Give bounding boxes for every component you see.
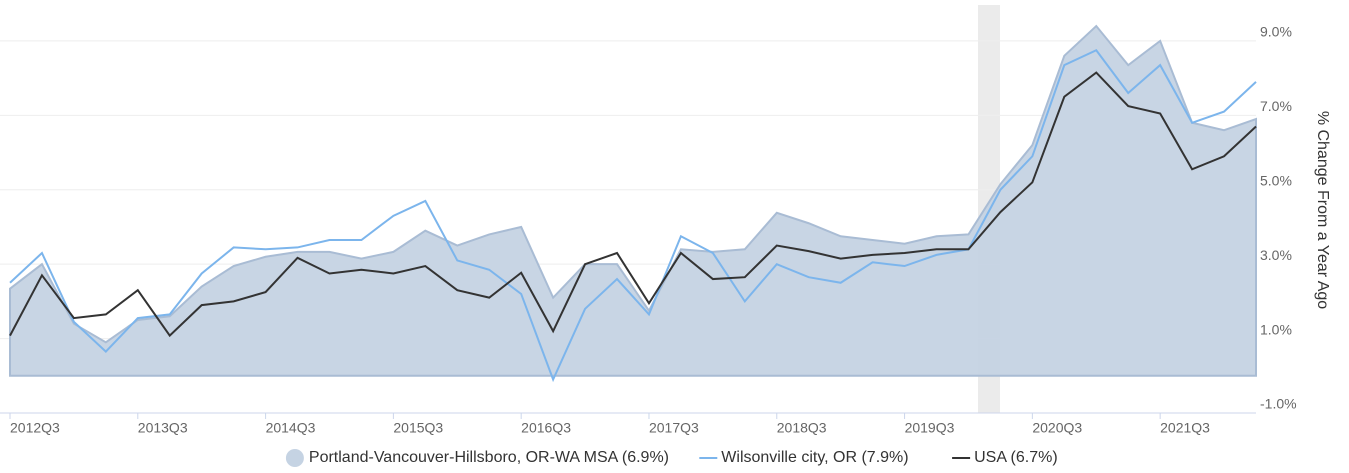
x-tick-label: 2017Q3 [649, 420, 699, 436]
x-tick-label: 2016Q3 [521, 420, 571, 436]
line [9, 48, 1257, 383]
y-tick-label: 7.0% [1260, 98, 1292, 114]
x-tick-label: 2012Q3 [10, 420, 60, 436]
x-tick-label: 2019Q3 [905, 420, 955, 436]
y-axis-label: % Change From a Year Ago [1314, 111, 1331, 309]
y-tick-label: 9.0% [1260, 24, 1292, 40]
y-tick-label: -1.0% [1260, 396, 1297, 412]
legend-label: Wilsonville city, OR (7.9%) [721, 449, 908, 466]
line [9, 71, 1257, 338]
x-tick-label: 2020Q3 [1032, 420, 1082, 436]
x-tick-label: 2018Q3 [777, 420, 827, 436]
x-tick-label: 2015Q3 [393, 420, 443, 436]
x-tick-label: 2021Q3 [1160, 420, 1210, 436]
legend-symbol [285, 449, 304, 467]
area [9, 24, 1257, 377]
y-tick-label: 1.0% [1260, 321, 1292, 337]
legend-label: Portland-Vancouver-Hillsboro, OR-WA MSA … [309, 449, 669, 466]
x-tick-label: 2013Q3 [138, 420, 188, 436]
legend-label: USA (6.7%) [974, 449, 1058, 466]
y-tick-label: 3.0% [1260, 247, 1292, 263]
x-tick-label: 2014Q3 [266, 420, 316, 436]
y-tick-label: 5.0% [1260, 172, 1292, 188]
